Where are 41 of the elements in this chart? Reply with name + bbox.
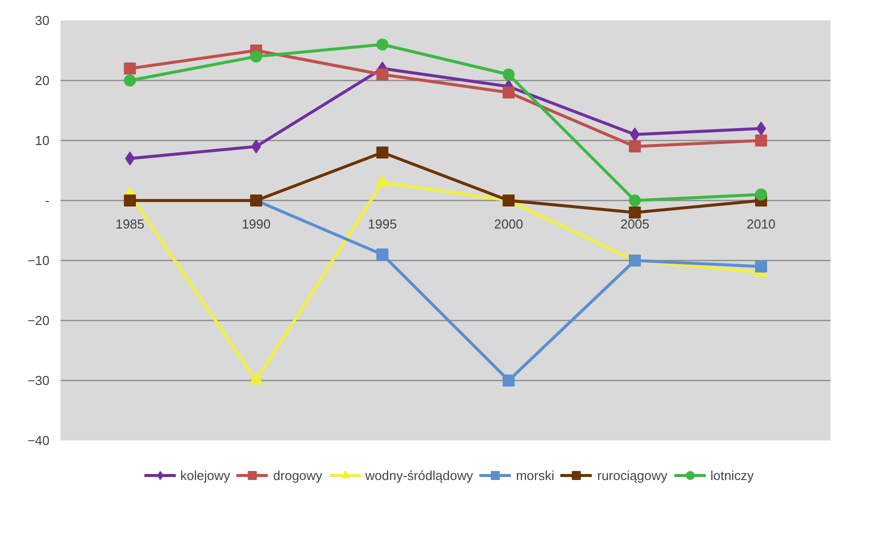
x-tick-label: 1995 <box>368 216 397 232</box>
y-tick-label: - <box>45 193 50 208</box>
point <box>124 194 136 206</box>
x-tick-label: 2005 <box>620 216 650 232</box>
point <box>376 68 388 80</box>
x-tick-label: 1990 <box>242 216 271 232</box>
y-tick-label: 10 <box>35 133 50 148</box>
x-tick-label: 1985 <box>115 216 144 232</box>
point <box>376 248 388 260</box>
point <box>125 152 135 166</box>
point <box>124 62 136 74</box>
y-tick-label: −40 <box>27 433 50 448</box>
x-tick-label: 2010 <box>746 216 776 232</box>
point <box>756 122 766 136</box>
point <box>376 38 388 50</box>
point <box>630 128 640 142</box>
point <box>502 374 515 386</box>
y-tick-label: 30 <box>35 13 50 28</box>
point <box>376 146 388 158</box>
legend-label: rurociągowy <box>597 468 668 482</box>
point <box>628 194 641 206</box>
point <box>502 68 515 80</box>
point <box>250 50 262 62</box>
y-tick-label: −10 <box>27 253 50 268</box>
legend-label: drogowy <box>273 468 322 482</box>
x-tick-label: 2000 <box>494 216 524 232</box>
y-tick-label: −30 <box>27 373 50 388</box>
legend-label: kolejowy <box>180 468 230 482</box>
point <box>755 188 768 200</box>
point <box>502 86 515 98</box>
point <box>124 74 136 86</box>
point <box>628 140 641 152</box>
legend-label: morski <box>516 468 554 482</box>
legend-label: wodny-śródlądowy <box>365 468 473 482</box>
point <box>755 260 768 272</box>
point <box>251 140 261 154</box>
legend-label: lotniczy <box>710 468 754 482</box>
y-tick-label: −20 <box>27 313 50 328</box>
point <box>755 134 768 146</box>
y-tick-label: 20 <box>35 73 50 88</box>
point <box>628 206 641 218</box>
